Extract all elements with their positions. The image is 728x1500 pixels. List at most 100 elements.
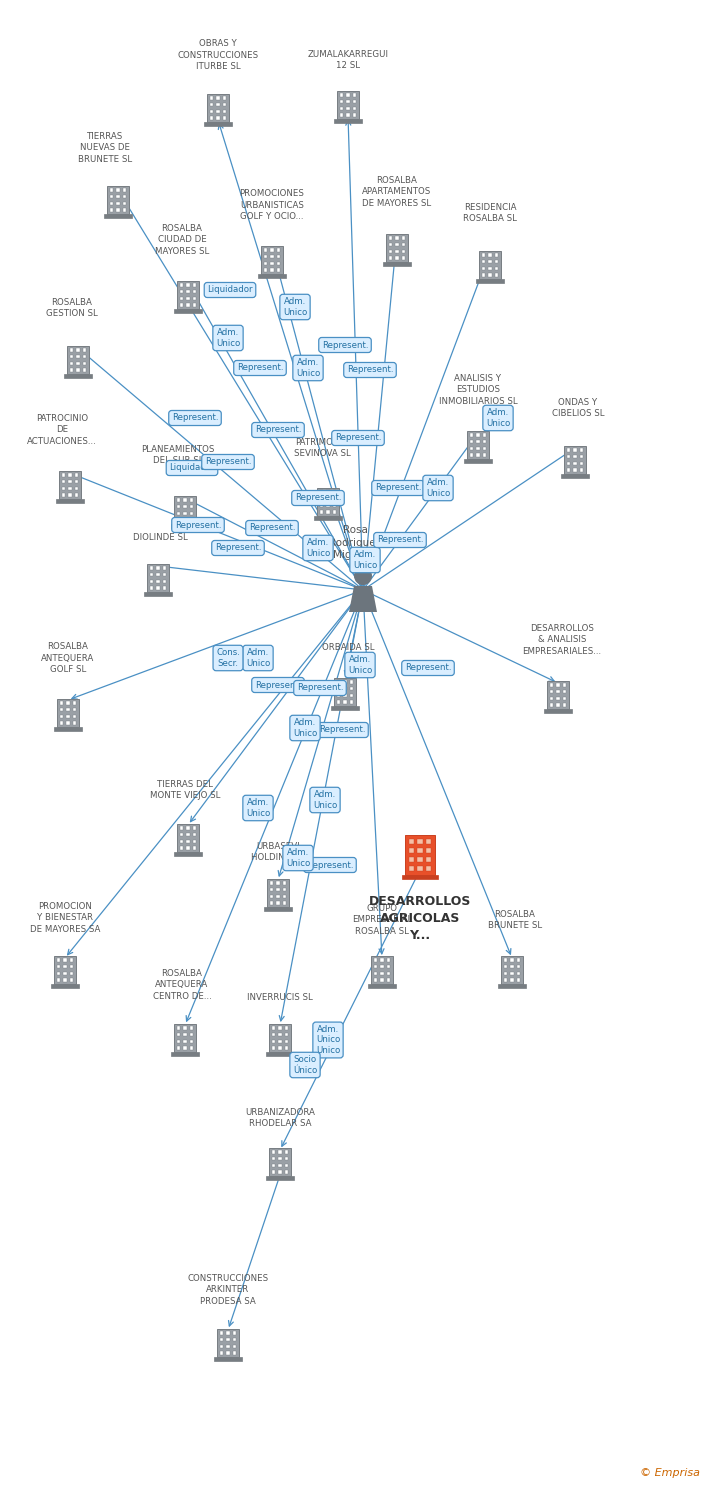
Bar: [62, 486, 66, 490]
Text: Represent.: Represent.: [215, 543, 261, 552]
Bar: [483, 453, 486, 456]
Bar: [149, 586, 154, 590]
Bar: [517, 978, 521, 981]
Bar: [561, 474, 589, 478]
Bar: [547, 681, 569, 710]
Bar: [189, 1034, 194, 1036]
Bar: [504, 958, 507, 962]
Bar: [386, 234, 408, 262]
Bar: [499, 984, 526, 988]
Bar: [162, 567, 167, 570]
Bar: [83, 356, 87, 358]
Text: Represent.: Represent.: [319, 726, 365, 735]
Bar: [573, 462, 577, 465]
Bar: [282, 888, 286, 891]
Bar: [156, 573, 160, 576]
Bar: [189, 506, 194, 509]
Text: TIERRAS DEL
MONTE VIEJO SL: TIERRAS DEL MONTE VIEJO SL: [150, 780, 220, 800]
Bar: [223, 110, 226, 112]
Bar: [278, 1034, 282, 1036]
Bar: [579, 448, 583, 452]
Bar: [346, 106, 350, 109]
Bar: [66, 722, 70, 724]
Bar: [384, 262, 411, 266]
Bar: [563, 704, 566, 706]
Bar: [483, 447, 486, 450]
Bar: [180, 303, 183, 306]
Bar: [156, 579, 160, 584]
Bar: [550, 690, 553, 693]
Bar: [149, 579, 154, 584]
Text: TIERRAS
NUEVAS DE
BRUNETE SL: TIERRAS NUEVAS DE BRUNETE SL: [78, 132, 132, 164]
Bar: [464, 459, 491, 464]
Bar: [278, 1164, 282, 1167]
Bar: [73, 722, 76, 724]
Bar: [76, 356, 80, 358]
Bar: [285, 1047, 288, 1050]
Bar: [277, 249, 280, 252]
Bar: [427, 840, 432, 843]
Bar: [264, 268, 267, 272]
Bar: [193, 290, 197, 294]
Bar: [285, 1150, 288, 1154]
Bar: [62, 494, 66, 496]
Bar: [63, 958, 67, 962]
Bar: [269, 1148, 291, 1176]
Bar: [285, 1040, 288, 1042]
Bar: [264, 249, 267, 252]
Bar: [83, 348, 87, 351]
Text: Adm.
Unico: Adm. Unico: [286, 849, 310, 867]
Bar: [76, 362, 80, 364]
Bar: [193, 846, 197, 849]
Bar: [62, 474, 66, 477]
Bar: [326, 496, 330, 501]
Bar: [320, 496, 323, 501]
Bar: [550, 684, 553, 687]
Text: CONSTRUCCIONES
ARKINTER
PRODESA SA: CONSTRUCCIONES ARKINTER PRODESA SA: [187, 1275, 269, 1305]
Bar: [186, 303, 190, 306]
Bar: [186, 284, 190, 286]
Bar: [339, 114, 344, 117]
Text: Represent.: Represent.: [377, 536, 423, 544]
Bar: [70, 369, 74, 372]
Bar: [470, 447, 473, 450]
Bar: [220, 1344, 223, 1348]
Bar: [220, 1352, 223, 1354]
Bar: [320, 510, 323, 513]
Bar: [494, 267, 499, 270]
Polygon shape: [349, 586, 377, 612]
Text: Adm.
Unico: Adm. Unico: [216, 328, 240, 348]
Bar: [110, 209, 114, 212]
Text: PROMOCION
Y BIENESTAR
DE MAYORES SA: PROMOCION Y BIENESTAR DE MAYORES SA: [30, 903, 100, 933]
Bar: [216, 96, 220, 99]
Bar: [70, 348, 74, 351]
Bar: [573, 468, 577, 471]
Text: Represent.: Represent.: [249, 524, 296, 532]
Bar: [272, 1164, 275, 1167]
Bar: [177, 498, 181, 501]
Text: ROSALBA
BRUNETE SL: ROSALBA BRUNETE SL: [488, 910, 542, 930]
Bar: [339, 100, 344, 104]
Bar: [73, 702, 76, 705]
Bar: [186, 846, 190, 849]
Bar: [147, 564, 169, 592]
Bar: [343, 687, 347, 690]
Text: Adm.
Unico: Adm. Unico: [246, 648, 270, 668]
Bar: [504, 964, 507, 969]
Bar: [417, 858, 422, 861]
Bar: [68, 480, 72, 483]
Bar: [282, 894, 286, 898]
Bar: [122, 195, 127, 198]
Bar: [177, 1047, 181, 1050]
Bar: [343, 681, 347, 684]
Bar: [276, 888, 280, 891]
Text: ORBAIDA SL: ORBAIDA SL: [322, 644, 374, 652]
Bar: [389, 237, 392, 240]
Bar: [278, 1026, 282, 1029]
Text: ZUMALAKARREGUI
12 SL: ZUMALAKARREGUI 12 SL: [307, 50, 389, 70]
Bar: [488, 267, 492, 270]
Bar: [368, 984, 395, 988]
Bar: [278, 1156, 282, 1161]
Bar: [573, 448, 577, 452]
Text: ROSALBA
GESTION SL: ROSALBA GESTION SL: [46, 298, 98, 318]
